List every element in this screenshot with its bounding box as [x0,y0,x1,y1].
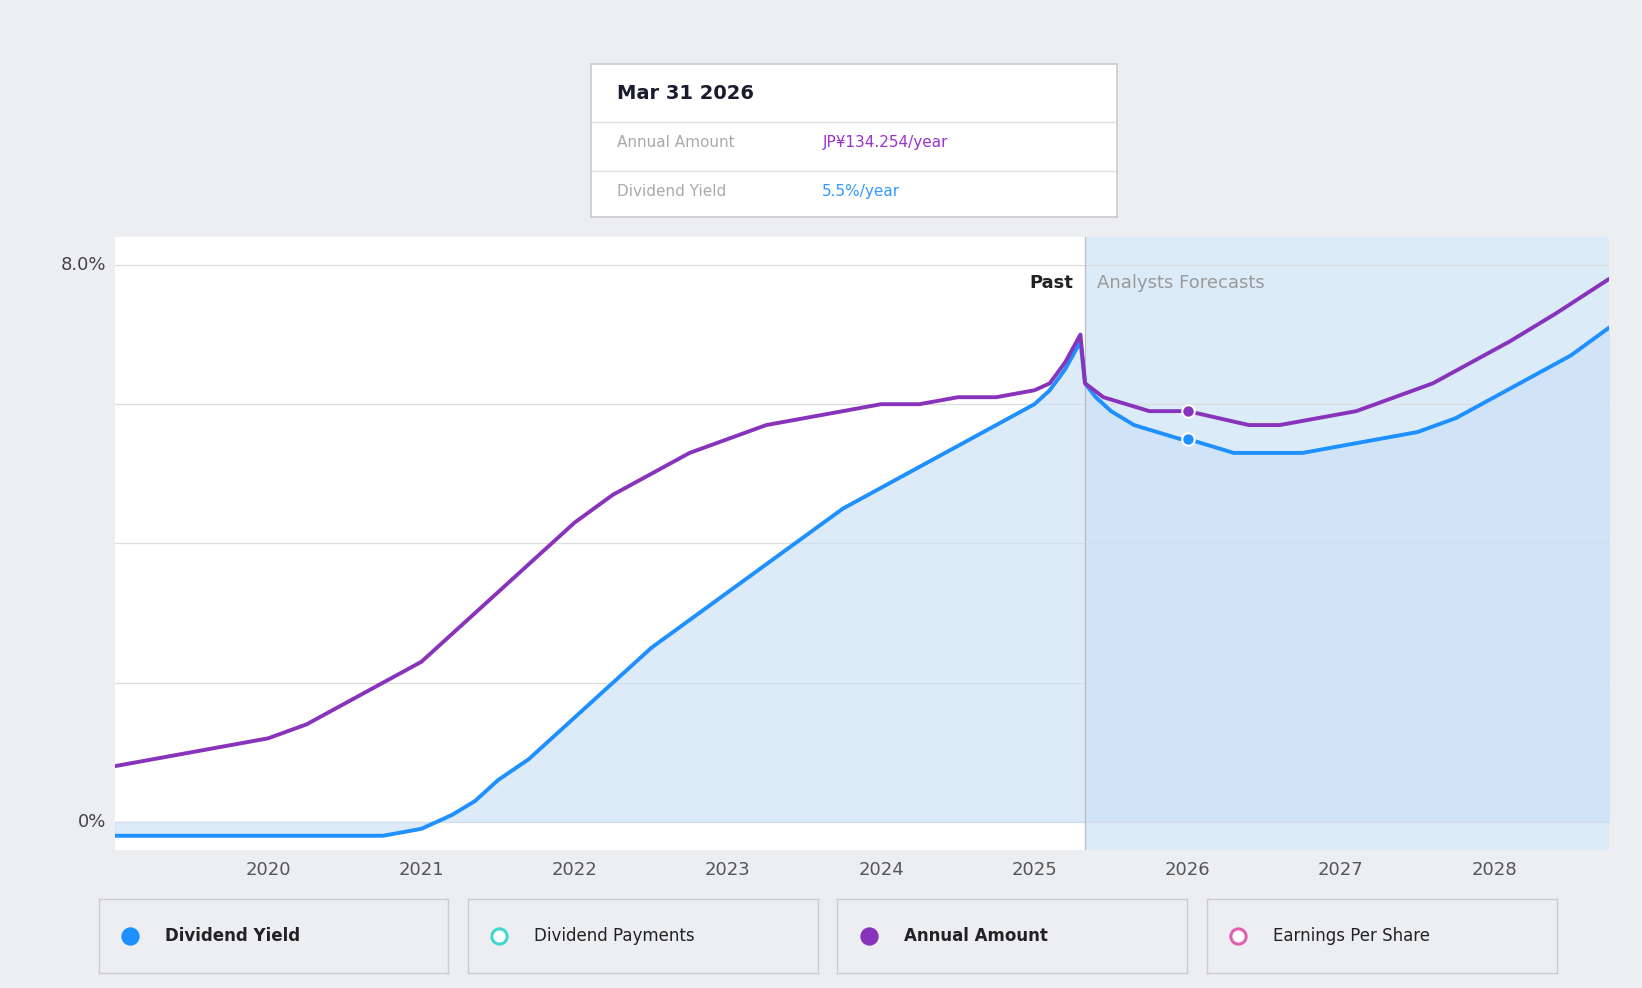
Text: JP¥134.254/year: JP¥134.254/year [823,134,947,150]
Text: 5.5%/year: 5.5%/year [823,184,900,199]
Text: Dividend Yield: Dividend Yield [617,184,727,199]
Text: Annual Amount: Annual Amount [903,927,1048,946]
Text: Dividend Payments: Dividend Payments [534,927,695,946]
Text: 8.0%: 8.0% [61,256,107,274]
Bar [1085,237,1609,850]
Text: Mar 31 2026: Mar 31 2026 [617,84,754,103]
Text: Earnings Per Share: Earnings Per Share [1273,927,1430,946]
Text: Dividend Yield: Dividend Yield [164,927,300,946]
Text: Analysts Forecasts: Analysts Forecasts [1097,274,1264,291]
Text: Annual Amount: Annual Amount [617,134,736,150]
Text: 0%: 0% [79,813,107,831]
Text: Past: Past [1030,274,1074,291]
